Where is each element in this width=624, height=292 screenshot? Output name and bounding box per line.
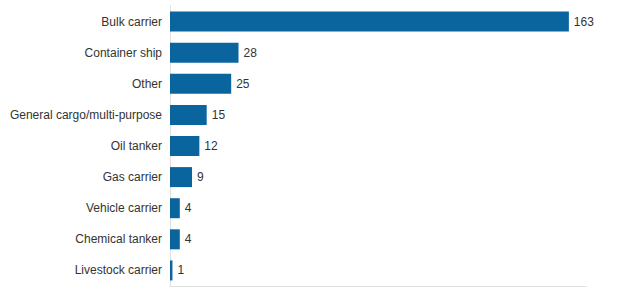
- svg-text:9: 9: [197, 170, 204, 184]
- svg-text:12: 12: [204, 139, 218, 153]
- svg-text:Bulk carrier: Bulk carrier: [101, 15, 162, 29]
- svg-text:4: 4: [185, 232, 192, 246]
- svg-text:Container ship: Container ship: [85, 46, 163, 60]
- svg-text:25: 25: [236, 77, 250, 91]
- svg-text:Chemical tanker: Chemical tanker: [75, 232, 162, 246]
- svg-text:Other: Other: [132, 77, 162, 91]
- svg-text:Gas carrier: Gas carrier: [103, 170, 162, 184]
- svg-text:Vehicle carrier: Vehicle carrier: [86, 201, 162, 215]
- svg-text:1: 1: [177, 263, 184, 277]
- svg-text:4: 4: [185, 201, 192, 215]
- svg-text:28: 28: [244, 46, 258, 60]
- svg-text:15: 15: [212, 108, 226, 122]
- svg-text:Livestock carrier: Livestock carrier: [75, 263, 162, 277]
- svg-text:Oil tanker: Oil tanker: [111, 139, 162, 153]
- svg-text:General cargo/multi-purpose: General cargo/multi-purpose: [10, 108, 162, 122]
- svg-text:163: 163: [574, 15, 594, 29]
